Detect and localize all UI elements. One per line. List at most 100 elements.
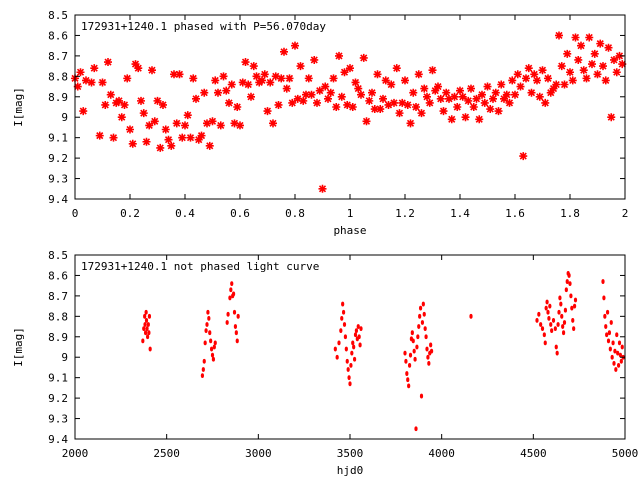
unphased-data-point [618,352,623,358]
unphased-data-point [408,352,413,358]
phased-data-point [497,80,506,89]
phased-data-point [307,90,316,99]
phased-data-point [615,51,624,60]
phased-data-point [469,103,478,111]
x-tick-label: 0.2 [120,207,140,220]
unphased-data-point [608,346,612,352]
phased-data-point [549,84,558,93]
phased-data-point [409,88,418,97]
unphased-data-point [208,330,212,336]
unphased-data-point [415,344,419,350]
unphased-plot-frame [74,254,626,440]
unphased-data-point [346,367,350,372]
phased-data-point [582,74,591,83]
unphased-data-point [411,338,415,344]
phased-data-point [541,98,550,107]
phased-data-point [456,86,464,95]
phased-data-point [384,100,393,109]
unphased-data-point [204,328,208,334]
unphased-data-point [559,301,563,307]
phased-data-point [475,115,484,124]
y-tick-label: 8.8 [48,70,68,83]
phased-data-point [453,103,462,111]
phased-data-point [263,107,272,116]
unphased-data-point [545,299,549,305]
phased-data-point [522,74,530,83]
phased-data-point [203,119,211,128]
unphased-data-point [613,348,617,354]
phased-data-point [403,100,412,109]
unphased-data-point [206,309,210,315]
unphased-data-point [234,330,238,336]
unphased-data-point [143,313,147,319]
phased-data-point [277,74,286,83]
phased-data-point [167,141,176,150]
phased-data-point [511,90,519,99]
phased-data-point [552,80,561,89]
unphased-data-point [539,322,543,327]
phased-data-point [379,94,387,103]
phased-data-point [519,152,528,161]
phased-data-point [200,88,209,97]
phased-data-point [216,121,225,130]
unphased-data-point [201,367,205,372]
phased-data-point [362,117,371,126]
unphased-chart-title: 172931+1240.1 not phased light curve [81,260,319,273]
unphased-data-point [410,330,414,336]
phased-data-point [244,80,253,89]
phased-data-point [269,119,277,128]
unphased-data-point [429,348,434,354]
unphased-data-point [232,309,237,315]
unphased-data-point [144,309,148,315]
unphased-data-point [537,311,541,317]
phased-data-point [500,94,508,103]
phased-data-point [505,98,514,107]
unphased-data-point [572,326,576,331]
y-tick-label: 9.3 [48,413,68,426]
phased-light-curve-panel: 0 0.2 0.4 0.6 0.8 1 1.2 1.4 1.6 1.8 2 8.5 8.6 8.7 8.8… [12,9,628,237]
x-tick-label: 1.6 [505,207,525,220]
unphased-data-point [356,324,360,329]
phased-data-point [197,131,206,140]
unphased-data-point [616,363,621,368]
phased-points [71,31,627,193]
unphased-data-point [421,301,425,307]
phased-data-point [596,39,605,48]
unphased-data-point [352,344,356,350]
phased-data-point [447,115,456,124]
phased-data-point [101,100,110,109]
unphased-data-point [555,350,559,356]
phased-data-point [612,68,621,77]
unphased-data-point [572,303,577,309]
unphased-data-point [605,332,609,338]
phased-data-point [236,121,244,130]
y-tick-label: 8.7 [48,290,68,303]
unphased-data-point [349,363,353,368]
unphased-data-point [615,332,619,338]
unphased-data-point [414,426,418,432]
unphased-data-point [547,315,551,321]
phased-data-point [87,78,96,87]
y-tick-label: 9.4 [48,433,68,446]
phased-data-point [291,41,299,50]
phased-data-point [530,70,539,79]
phased-data-point [376,105,385,114]
unphased-data-point [147,330,151,336]
unphased-data-point [420,320,425,325]
phased-x-ticks: 0 0.2 0.4 0.6 0.8 1 1.2 1.4 1.6 1.8 2 [72,15,628,220]
unphased-data-point [550,328,554,334]
y-tick-label: 8.6 [48,29,68,42]
phased-data-point [115,96,123,105]
phased-data-point [458,92,467,101]
y-tick-label: 9.4 [48,193,68,206]
y-tick-label: 8.6 [48,269,68,282]
unphased-data-point [423,326,427,331]
unphased-data-point [146,322,150,327]
phased-data-point [395,109,404,118]
unphased-data-point [542,332,546,338]
y-tick-label: 8.9 [48,91,68,104]
phased-data-point [134,64,143,73]
phased-data-point [227,80,236,89]
phased-data-point [150,117,159,126]
